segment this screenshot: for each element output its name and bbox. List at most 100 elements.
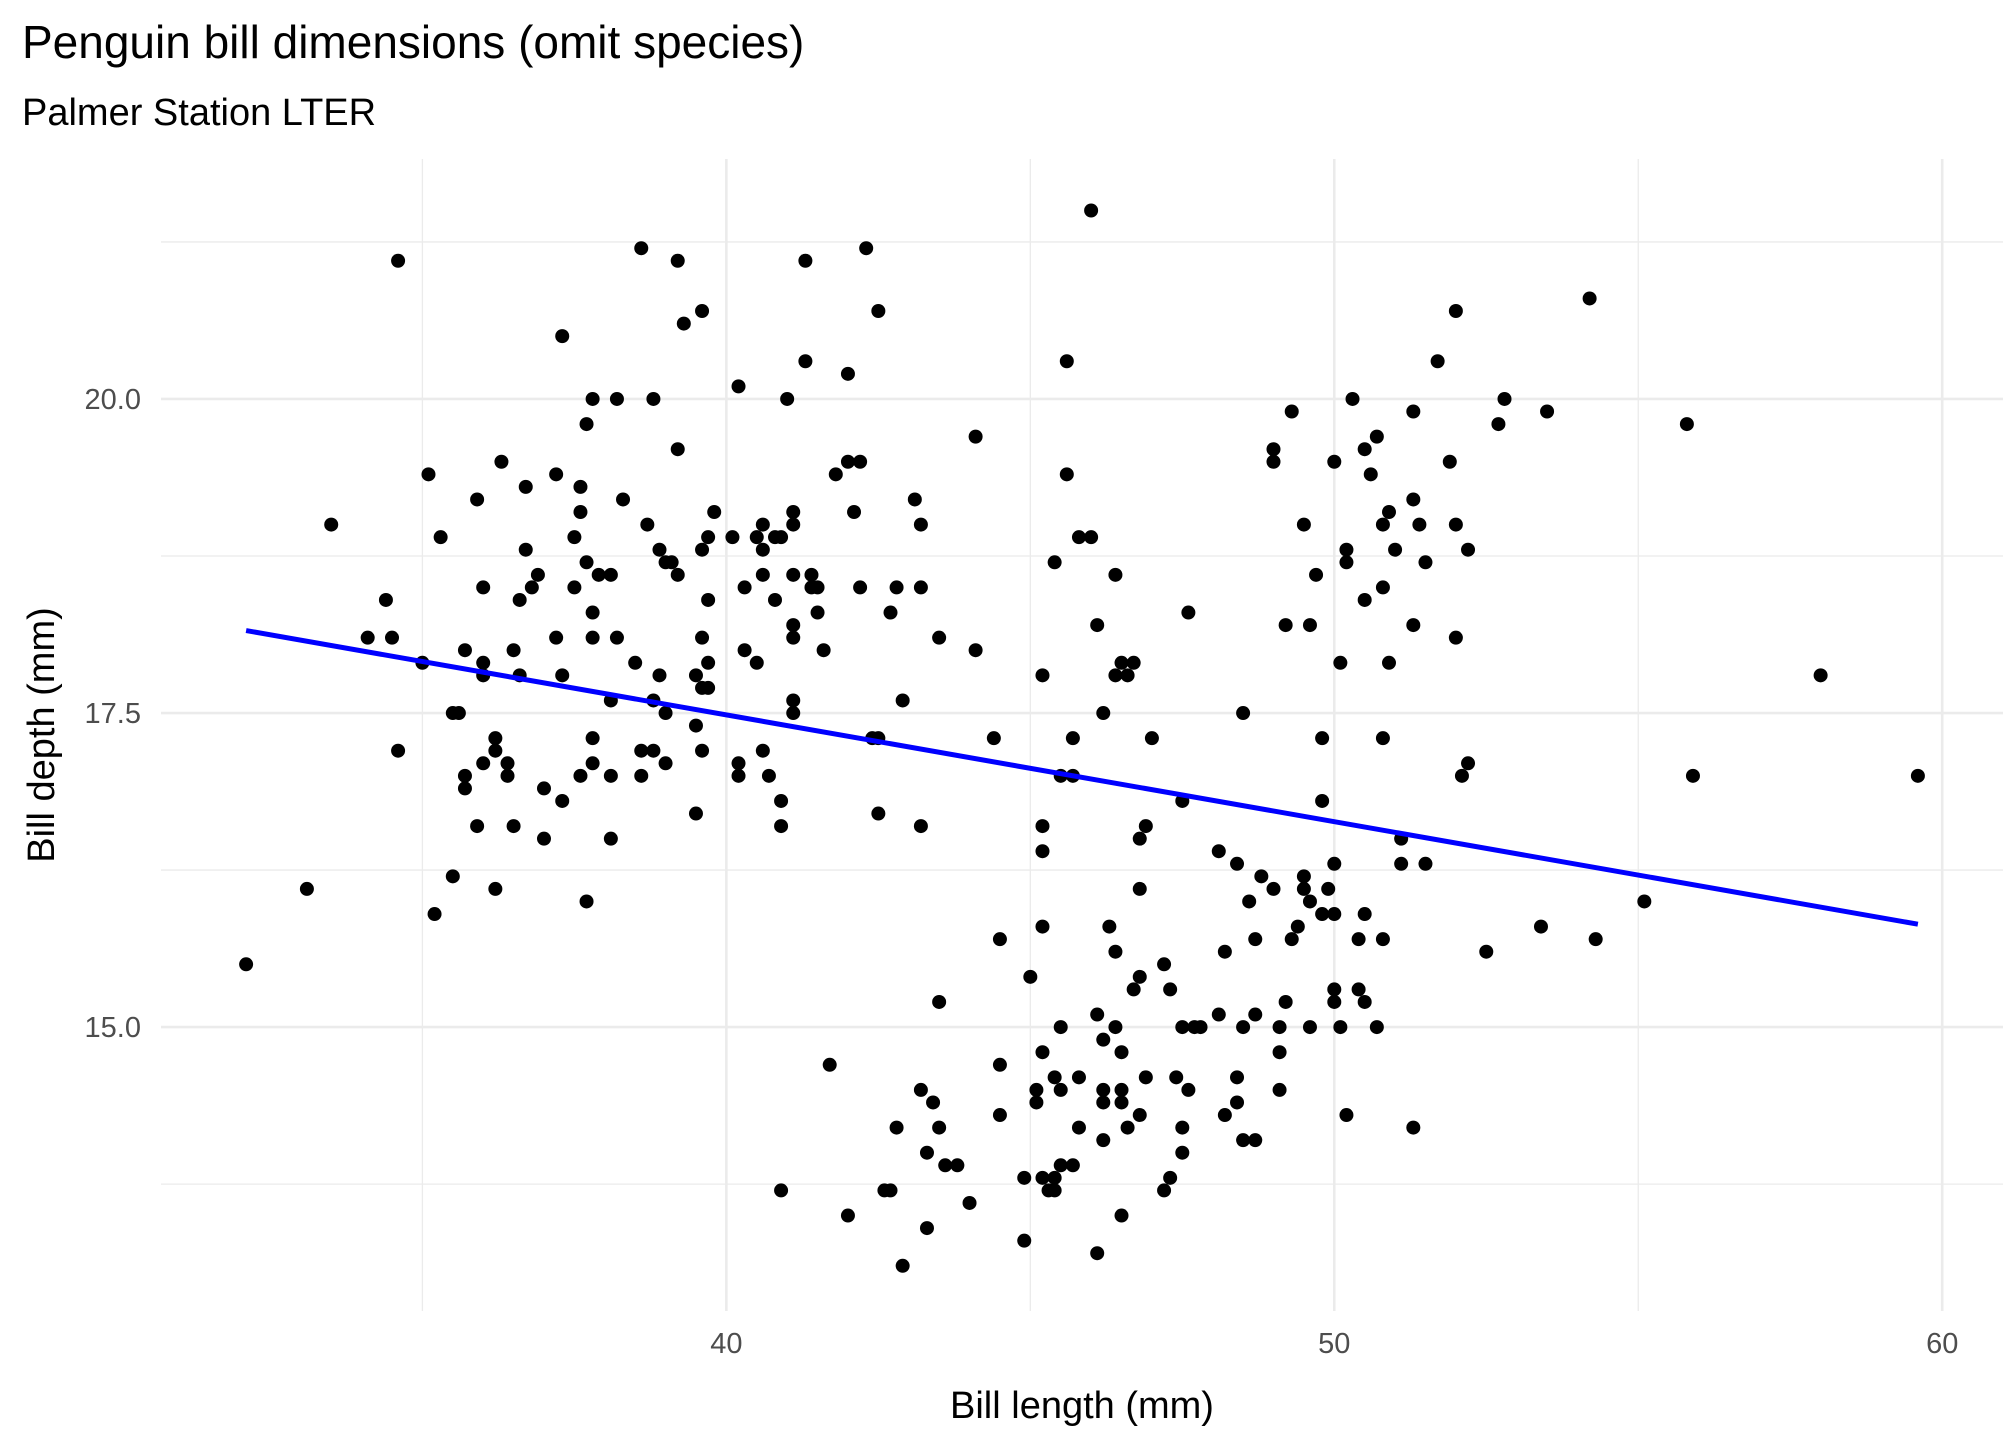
data-point	[1454, 768, 1469, 783]
data-point	[1315, 731, 1330, 746]
data-point	[1284, 404, 1299, 419]
data-point	[1035, 844, 1050, 859]
data-point	[1175, 1020, 1190, 1035]
data-point	[731, 768, 746, 783]
data-point	[634, 241, 649, 256]
data-point	[433, 530, 448, 545]
data-point	[1588, 932, 1603, 947]
data-point	[652, 668, 667, 683]
data-point	[500, 756, 515, 771]
data-point	[1181, 1082, 1196, 1097]
data-point	[1096, 1095, 1111, 1110]
data-point	[1685, 768, 1700, 783]
data-point	[573, 768, 588, 783]
data-point	[695, 743, 710, 758]
chart-subtitle: Palmer Station LTER	[22, 92, 376, 134]
data-point	[1102, 919, 1117, 934]
data-point	[1272, 1020, 1287, 1035]
data-point	[707, 505, 722, 520]
data-point	[640, 517, 655, 532]
data-point	[1230, 1095, 1245, 1110]
data-point	[1157, 1183, 1172, 1198]
data-point	[755, 743, 770, 758]
data-point	[549, 467, 564, 482]
data-point	[883, 605, 898, 620]
data-point	[950, 1158, 965, 1173]
data-point	[1382, 505, 1396, 520]
data-point	[1181, 605, 1196, 620]
data-point	[1071, 1120, 1086, 1135]
data-point	[1132, 1108, 1147, 1123]
data-point	[1333, 655, 1348, 670]
data-point	[585, 605, 600, 620]
data-point	[567, 580, 582, 595]
data-point	[670, 253, 685, 268]
data-point	[786, 618, 801, 633]
data-point	[1284, 932, 1299, 947]
data-point	[555, 329, 570, 344]
data-point	[840, 1208, 855, 1223]
data-point	[1169, 1070, 1184, 1085]
data-point	[786, 693, 801, 708]
data-point	[585, 731, 600, 746]
data-point	[573, 479, 588, 494]
data-point	[1540, 404, 1555, 419]
data-point	[1108, 567, 1123, 582]
data-point	[1023, 969, 1038, 984]
data-point	[1047, 1183, 1062, 1198]
data-point	[1375, 932, 1390, 947]
data-point	[1394, 856, 1409, 871]
data-point	[786, 706, 801, 721]
data-point	[1035, 668, 1050, 683]
data-point	[1230, 856, 1245, 871]
data-point	[1132, 831, 1147, 846]
y-tick-label: 15.0	[85, 1012, 141, 1044]
data-point	[1126, 982, 1141, 997]
data-point	[1357, 994, 1372, 1009]
data-point	[658, 756, 673, 771]
data-point	[895, 1258, 910, 1273]
data-point	[1388, 542, 1403, 557]
data-point	[457, 768, 472, 783]
data-point	[1272, 1045, 1287, 1060]
data-point	[1461, 756, 1476, 771]
data-point	[1175, 1120, 1190, 1135]
data-point	[907, 492, 922, 507]
data-point	[1406, 492, 1421, 507]
data-point	[1163, 1170, 1178, 1185]
data-point	[1065, 731, 1080, 746]
data-point	[889, 580, 904, 595]
data-point	[810, 605, 825, 620]
y-tick-label: 17.5	[85, 698, 141, 730]
data-point	[1090, 1007, 1105, 1022]
data-point	[1339, 555, 1354, 570]
data-point	[786, 567, 801, 582]
trend-line	[245, 628, 1919, 927]
data-point	[774, 819, 789, 834]
data-point	[1217, 1108, 1232, 1123]
data-point	[840, 366, 855, 381]
data-point	[634, 743, 649, 758]
data-point	[1497, 391, 1512, 406]
data-point	[603, 567, 618, 582]
data-point	[1479, 944, 1494, 959]
data-point	[828, 467, 843, 482]
data-point	[1035, 919, 1050, 934]
data-point	[1327, 982, 1342, 997]
data-point	[646, 743, 661, 758]
data-point	[889, 1120, 904, 1135]
data-point	[1236, 1020, 1251, 1035]
data-point	[1582, 291, 1597, 306]
data-point	[1448, 304, 1463, 319]
data-point	[1096, 1032, 1111, 1047]
data-point	[731, 756, 746, 771]
data-point	[1035, 819, 1050, 834]
data-point	[536, 831, 551, 846]
data-point	[761, 768, 776, 783]
data-point	[1363, 467, 1378, 482]
data-point	[609, 391, 624, 406]
data-point	[391, 743, 406, 758]
x-tick-label: 60	[1926, 1328, 1958, 1360]
data-point	[1406, 618, 1421, 633]
